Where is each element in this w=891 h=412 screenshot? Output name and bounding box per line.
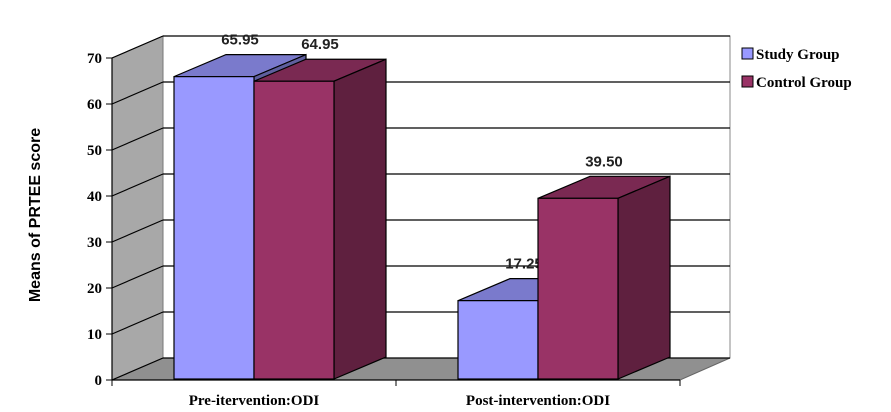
y-tick-label: 40 [87, 189, 102, 205]
y-tick-label: 50 [87, 143, 102, 159]
gridline-side [111, 311, 164, 335]
bar [537, 197, 619, 380]
side-wall [111, 35, 164, 381]
bar-side [617, 175, 671, 380]
bar-side [333, 58, 387, 380]
gridline-side [111, 219, 164, 243]
legend-swatch [741, 47, 754, 60]
bar [253, 80, 335, 380]
bar [173, 76, 255, 380]
gridline-side [111, 357, 164, 381]
gridline-side [111, 35, 164, 59]
gridline-side [111, 81, 164, 105]
y-tick-label: 10 [87, 327, 102, 343]
data-label: 64.95 [301, 36, 339, 53]
data-label: 17.25 [505, 256, 543, 273]
gridline-side [111, 173, 164, 197]
gridline-side [111, 265, 164, 289]
data-label: 65.95 [221, 32, 259, 49]
legend-swatch [741, 75, 754, 88]
y-axis-label: Means of PRTEE score [27, 128, 44, 302]
data-label: 39.50 [585, 153, 623, 170]
category-label: Pre-itervention:ODI [189, 393, 320, 409]
legend-label: Study Group [756, 47, 840, 63]
legend-label: Control Group [756, 75, 852, 91]
y-tick-label: 30 [87, 235, 102, 251]
y-tick-label: 60 [87, 97, 102, 113]
y-tick-label: 20 [87, 281, 102, 297]
bar [457, 300, 539, 380]
category-label: Post-intervention:ODI [466, 393, 610, 409]
y-tick-label: 70 [87, 51, 102, 67]
legend [741, 37, 891, 103]
gridline-side [111, 127, 164, 151]
y-tick-label: 0 [95, 373, 103, 389]
